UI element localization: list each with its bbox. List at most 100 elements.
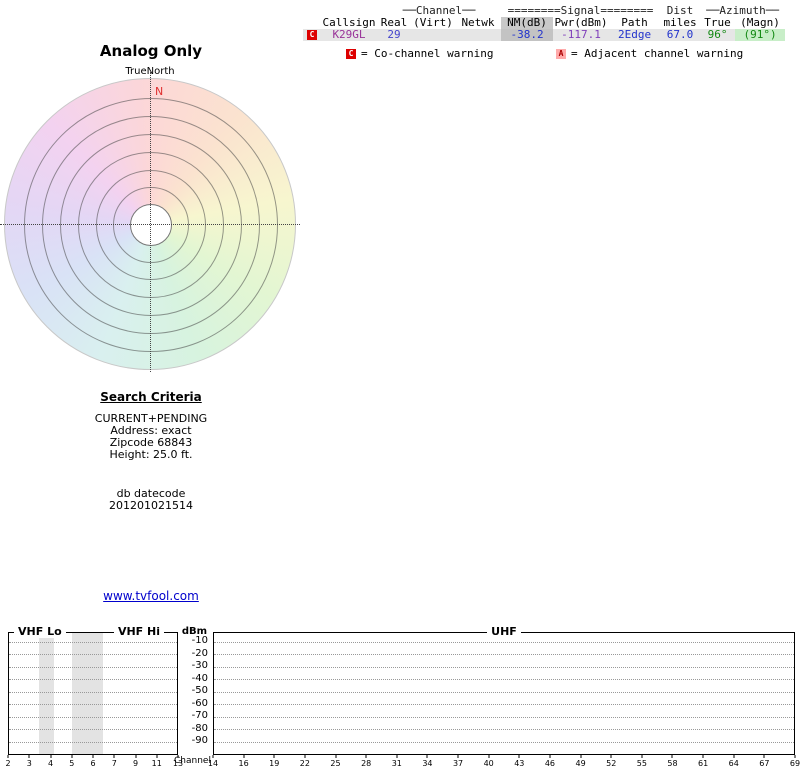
north-label: N <box>155 85 164 98</box>
channel-label: 55 <box>636 759 647 768</box>
search-line: Height: 25.0 ft. <box>109 448 193 461</box>
col-true: True <box>704 17 731 29</box>
radar-plot: TrueNorth N <box>0 62 302 377</box>
col-pwr: Pwr(dBm) <box>554 17 608 29</box>
range-ring <box>113 187 189 263</box>
dbm-tick: -50 <box>191 685 208 696</box>
channel-label: 11 <box>151 759 162 768</box>
col-magn: (Magn) <box>740 17 780 29</box>
channel-label: 43 <box>514 759 525 768</box>
radar-center <box>130 204 172 246</box>
cell-virt <box>411 29 455 41</box>
dbm-tick: -60 <box>191 697 208 709</box>
col-netwk: Netwk <box>461 17 495 29</box>
vhf-lo-label: VHF Lo <box>14 626 66 638</box>
channel-label: 58 <box>667 759 678 768</box>
channel-label: 37 <box>452 759 464 768</box>
col-path: Path <box>621 17 648 29</box>
db-datecode-value: 201201021514 <box>109 499 193 512</box>
dbm-tick: -20 <box>191 647 208 659</box>
channel-label: 49 <box>575 759 586 768</box>
uhf-panel: UHF <box>213 626 795 755</box>
adjacent-channel-legend-text: = Adjacent channel warning <box>571 47 744 60</box>
azimuth-group-header: ──Azimuth── <box>706 5 779 17</box>
channel-label: 67 <box>759 759 770 768</box>
dbm-axis-label: dBm <box>181 626 208 637</box>
vhf-hi-label: VHF Hi <box>113 626 164 638</box>
col-real: Real <box>380 17 408 29</box>
tvfool-link[interactable]: www.tvfool.com <box>103 589 199 603</box>
dbm-tick: -40 <box>191 672 208 684</box>
channel-label: 9 <box>132 759 139 768</box>
table-column-header-row: Callsign Real (Virt) Netwk NM(dB) Pwr(dB… <box>303 17 785 29</box>
dbm-axis: dBm -10 -20 -30 -40 -50 -60 -70 -80 -90 Channel <box>174 625 211 768</box>
range-ring <box>60 134 242 316</box>
vhf-panel: VHF Lo VHF Hi <box>8 626 178 755</box>
truenorth-label: TrueNorth <box>125 66 175 77</box>
channel-label: 6 <box>90 759 96 768</box>
cell-miles: 67.0 <box>660 29 701 41</box>
cell-pwr: -117.1 <box>553 29 610 41</box>
dbm-tick: -10 <box>191 635 208 646</box>
legend-adjacent-channel: A = Adjacent channel warning <box>556 48 743 60</box>
cell-nm: -38.2 <box>501 29 554 41</box>
channel-label: 64 <box>728 759 739 768</box>
col-virt: (Virt) <box>413 17 453 29</box>
search-line: CURRENT+PENDING <box>94 412 208 425</box>
legend-co-channel: C = Co-channel warning <box>346 48 493 60</box>
radar-vertical-axis <box>150 72 151 372</box>
cell-real: 29 <box>377 29 411 41</box>
co-channel-legend-text: = Co-channel warning <box>361 47 494 60</box>
channel-label: 28 <box>361 759 372 768</box>
cell-callsign: K29GL <box>321 29 377 41</box>
channel-label: 2 <box>5 759 11 768</box>
analog-only-title: Analog Only <box>99 42 203 60</box>
table-row: C K29GL 29 -38.2 -117.1 2Edge 67.0 96° (… <box>303 29 786 41</box>
range-ring <box>78 152 224 298</box>
channel-axis-label: Channel <box>174 756 211 766</box>
channel-label: 14 <box>207 759 219 768</box>
col-callsign: Callsign <box>322 17 376 29</box>
channel-label: 13 <box>172 759 184 768</box>
channel-label: 16 <box>238 759 249 768</box>
cell-netwk <box>455 29 502 41</box>
cell-path: 2Edge <box>609 29 661 41</box>
channel-label: 69 <box>789 759 800 768</box>
vhf-channel-labels: 2 3 4 5 6 7 9 11 13 <box>5 755 183 769</box>
dbm-tick: -30 <box>191 660 208 671</box>
vhf-shaded-band <box>72 632 103 754</box>
channel-label: 46 <box>544 759 556 768</box>
channel-label: 25 <box>330 759 341 768</box>
channel-label: 34 <box>422 759 433 768</box>
search-criteria-title: Search Criteria <box>100 390 202 404</box>
co-channel-warning-icon: C <box>307 30 317 40</box>
uhf-channel-labels: 14 16 19 22 25 28 31 34 37 40 43 46 49 52 55 58 61 64 67 69 <box>208 755 800 769</box>
search-criteria: Search Criteria CURRENT+PENDING Address:… <box>0 390 302 512</box>
range-ring <box>42 116 260 334</box>
col-nm: NM(dB) <box>501 17 554 29</box>
search-line: Address: exact <box>110 424 192 437</box>
dbm-tick: -90 <box>191 735 208 746</box>
channel-label: 40 <box>483 759 494 768</box>
cell-true: 96° <box>700 29 736 41</box>
signal-group-header: ========Signal======== <box>507 5 654 17</box>
signal-chart: VHF Lo VHF Hi dBm -10 -20 -30 -40 -50 -60 -70-… <box>0 625 800 769</box>
col-miles: miles <box>663 17 697 29</box>
adjacent-channel-legend-icon: A <box>556 49 566 59</box>
db-datecode-label: db datecode <box>116 487 186 500</box>
dist-group-header: Dist <box>666 5 694 17</box>
channel-label: 31 <box>391 759 402 768</box>
vhf-shaded-band <box>39 632 54 754</box>
dbm-tick-labels: -10 -20 -30 -40 -50 -60 -70 -80 -90 <box>178 632 211 755</box>
dbm-tick: -70 <box>191 710 208 721</box>
dbm-tick: -80 <box>191 722 208 734</box>
uhf-label: UHF <box>487 626 521 638</box>
co-channel-legend-icon: C <box>346 49 356 59</box>
channel-label: 22 <box>299 759 310 768</box>
channel-group-header: ──Channel── <box>402 5 476 17</box>
channel-label: 3 <box>26 759 32 768</box>
uhf-panel-header: UHF <box>213 626 795 638</box>
cell-magn: (91°) <box>735 29 786 41</box>
range-ring <box>96 170 206 280</box>
channel-label: 52 <box>606 759 617 768</box>
